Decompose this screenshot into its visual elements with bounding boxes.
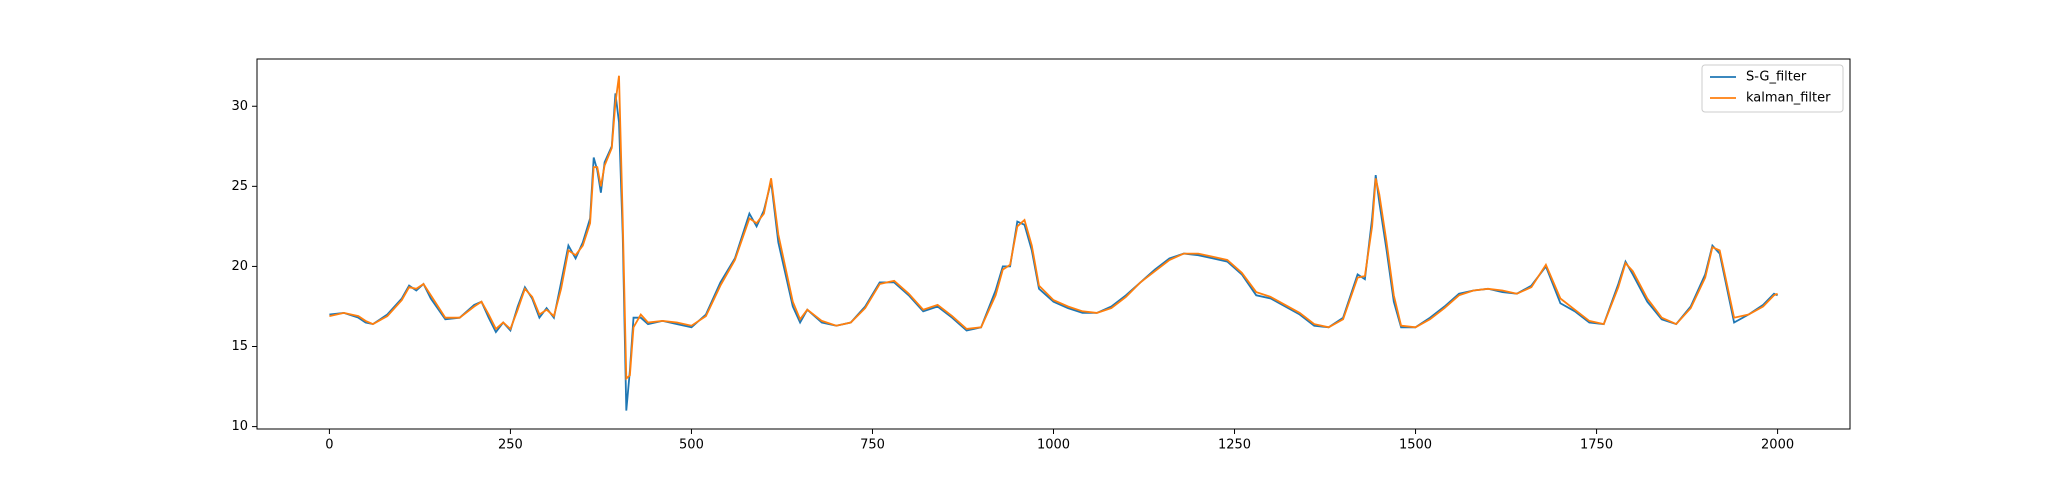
plot-area: [256, 58, 1851, 430]
legend-box: [1701, 64, 1844, 113]
legend-label: S-G_filter: [1746, 70, 1807, 85]
y-tick-label: 30: [231, 99, 248, 114]
x-tick-label: 1750: [1580, 438, 1613, 453]
y-tick-label: 25: [231, 179, 248, 194]
x-tick-label: 1000: [1037, 438, 1070, 453]
x-tick-label: 1500: [1399, 438, 1432, 453]
x-tick-label: 2000: [1761, 438, 1794, 453]
legend-label: kalman_filter: [1746, 91, 1831, 106]
series-line: [329, 93, 1778, 411]
x-tick-label: 250: [498, 438, 523, 453]
y-tick-label: 20: [231, 259, 248, 274]
y-tick-label: 10: [231, 419, 248, 434]
x-tick-label: 750: [860, 438, 885, 453]
x-tick-label: 1250: [1218, 438, 1251, 453]
series-line: [329, 75, 1778, 381]
x-tick-label: 500: [679, 438, 704, 453]
y-tick-label: 15: [231, 339, 248, 354]
x-tick-label: 0: [325, 438, 333, 453]
